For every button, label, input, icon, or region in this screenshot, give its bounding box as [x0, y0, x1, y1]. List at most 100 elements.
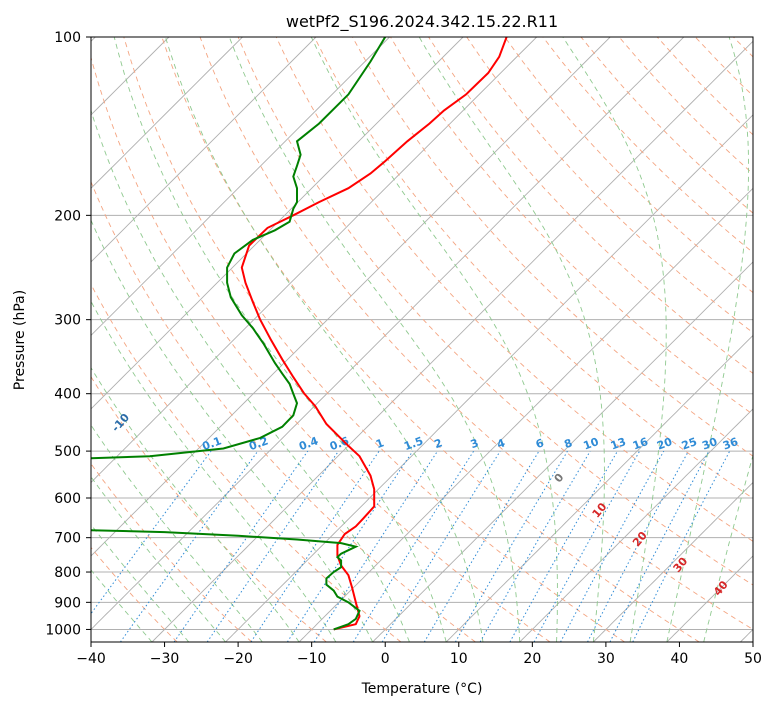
dry-adiabat-line: [161, 37, 700, 642]
isotherm-line: [372, 261, 753, 642]
y-tick-label: 400: [54, 387, 81, 403]
dry-adiabat-line: [504, 37, 753, 294]
x-tick-label: 20: [523, 651, 541, 667]
isotherm-line: [298, 187, 753, 642]
y-tick-label: 900: [54, 595, 81, 611]
isobar-grid: [91, 37, 753, 630]
moist-adiabat-line: [164, 37, 484, 642]
mixing-ratio-line: [173, 450, 309, 642]
x-tick-label: −40: [76, 651, 106, 667]
mixing-ratio-label: 1.5: [402, 434, 425, 453]
moist-adiabat-line: [228, 37, 521, 642]
moist-adiabat-line: [666, 37, 750, 642]
mixing-ratio-line: [381, 450, 501, 642]
moist-adiabat-line: [91, 569, 153, 642]
mixing-ratio-line: [250, 450, 380, 642]
moist-adiabat-line: [91, 219, 374, 642]
mixing-ratio-label: 2: [433, 436, 445, 451]
y-tick-label: 1000: [45, 622, 81, 638]
mixing-ratio-label: 0.4: [297, 434, 320, 453]
mixing-ratio-label: 6: [534, 436, 546, 451]
dry-adiabat-line: [91, 283, 402, 642]
dry-adiabat-line: [123, 37, 625, 642]
mixing-ratio-label: 16: [631, 435, 650, 453]
mixing-ratio-line: [206, 450, 339, 642]
isotherm-line: [91, 37, 243, 189]
isotherm-line: [91, 37, 538, 484]
moist-adiabat-lines: [91, 37, 753, 642]
moist-adiabat-line: [310, 37, 558, 642]
dry-adiabat-line: [91, 463, 253, 642]
moist-adiabat-label: 10: [590, 500, 610, 520]
isotherm-line: [225, 114, 753, 642]
dry-adiabat-line: [237, 37, 753, 586]
isotherm-line: [91, 37, 685, 631]
y-tick-label: 600: [54, 491, 81, 507]
isotherm-lines: [91, 37, 753, 642]
mixing-ratio-line: [423, 450, 540, 642]
mixing-ratio-line: [533, 450, 641, 642]
mixing-ratio-label: 3: [469, 436, 481, 451]
mixing-ratio-label: 20: [655, 435, 674, 453]
moist-adiabat-line: [91, 524, 190, 642]
dry-adiabat-label: -10: [109, 411, 132, 435]
mixing-ratio-label: 0.2: [247, 434, 270, 453]
moist-adiabat-label: 20: [630, 529, 650, 549]
mixing-ratio-line: [91, 450, 212, 615]
mixing-ratio-label: 13: [609, 435, 628, 452]
mixing-ratio-line: [286, 450, 414, 642]
moist-adiabat-line: [562, 37, 667, 642]
y-tick-label: 200: [54, 208, 81, 224]
mixing-ratio-label: 8: [563, 436, 575, 451]
isotherm-line: [666, 555, 753, 642]
x-tick-label: −30: [150, 651, 180, 667]
mixing-ratio-label: 36: [721, 435, 740, 453]
isotherm-line: [151, 40, 753, 642]
y-tick-label: 100: [54, 30, 81, 46]
dry-adiabat-line: [91, 55, 551, 642]
mixing-ratio-line: [313, 450, 438, 642]
mixing-ratio-label: 10: [582, 435, 601, 453]
isotherm-line: [91, 37, 611, 557]
moist-adiabat-label: 0: [552, 471, 567, 485]
dry-adiabat-line: [313, 37, 753, 499]
dry-adiabat-line: [618, 37, 753, 175]
dry-adiabat-line: [91, 546, 178, 642]
dry-adiabat-line: [91, 375, 327, 642]
dry-adiabat-line: [694, 37, 753, 97]
dry-adiabat-line: [91, 180, 476, 642]
mixing-ratio-label: 4: [495, 436, 507, 451]
moist-adiabat-line: [418, 37, 605, 642]
dry-adiabat-line: [275, 37, 753, 542]
profile-series: [91, 37, 508, 631]
moist-adiabat-line: [91, 366, 300, 642]
dry-adiabat-line: [466, 37, 753, 334]
mixing-ratio-label: 25: [680, 435, 699, 452]
isotherm-line: [91, 37, 390, 337]
x-tick-label: 10: [450, 651, 468, 667]
mixing-ratio-line: [119, 450, 259, 642]
moist-adiabat-line: [91, 300, 337, 642]
mixing-ratio-lines: [91, 450, 731, 642]
x-tick-label: 30: [597, 651, 615, 667]
dry-adiabat-line: [199, 37, 753, 630]
dry-adiabat-lines: [91, 37, 753, 642]
y-tick-label: 300: [54, 313, 81, 329]
moist-adiabat-line: [91, 476, 226, 642]
isotherm-line: [91, 37, 317, 263]
isotherm-line: [445, 334, 753, 642]
plot-area: -100-90-80-70-60-50-40-30-20-100.10.20.4…: [91, 37, 753, 642]
isotherm-line: [592, 481, 753, 642]
mixing-ratio-line: [560, 450, 665, 642]
x-tick-label: −20: [223, 651, 253, 667]
isotherm-line: [91, 37, 464, 410]
isotherm-line: [519, 408, 753, 642]
plot-frame: [90, 36, 754, 643]
y-tick-label: 700: [54, 531, 81, 547]
y-tick-label: 500: [54, 444, 81, 460]
chart-title: wetPf2_S196.2024.342.15.22.R11: [286, 12, 558, 32]
mixing-ratio-label: 0.6: [328, 434, 351, 453]
dry-adiabat-line: [390, 37, 753, 415]
moist-adiabat-line: [91, 424, 263, 642]
